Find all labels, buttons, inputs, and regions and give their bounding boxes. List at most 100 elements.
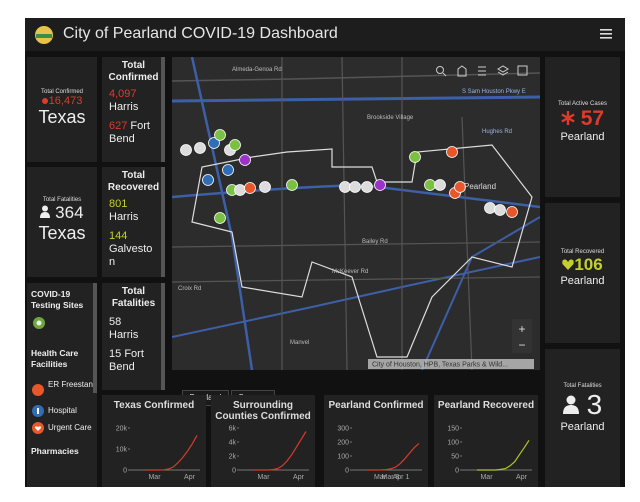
map-marker (506, 206, 518, 218)
scrollbar[interactable] (161, 283, 165, 390)
map-label: Bailey Rd (362, 239, 388, 245)
value: 57 (545, 107, 620, 131)
map-marker (434, 179, 446, 191)
county-fatalities: Total Fatalities 58 Harris 15 Fort Bend (102, 283, 165, 390)
map-marker (494, 204, 506, 216)
map-marker (424, 179, 436, 191)
y-tick-label: 2k (229, 454, 237, 461)
region: Pearland (560, 131, 605, 143)
x-tick-label: Mar (257, 474, 270, 481)
map-marker (234, 184, 246, 196)
map-marker (259, 181, 271, 193)
testing-icon (33, 317, 45, 329)
x-tick-label: Apr (516, 474, 528, 481)
y-tick-label: 0 (455, 468, 459, 475)
zoom-out[interactable]: − (518, 338, 525, 352)
y-tick-label: 150 (447, 426, 459, 433)
chart-line (367, 442, 420, 471)
y-tick-label: 20k (116, 426, 128, 433)
chart-line (254, 431, 307, 471)
attribution-bg (368, 359, 534, 369)
chart-panel: Texas Confirmed 0 10k 20k Mar Apr (102, 395, 206, 487)
map-bg (172, 57, 540, 370)
x-tick-label: Apr (293, 474, 305, 481)
map-marker (244, 182, 256, 194)
y-tick-label: 0 (345, 468, 349, 475)
x-tick-label: Mar (374, 474, 387, 481)
chart-panel: Pearland Confirmed 0 100 200 300 Mar Mar 8 Apr … (324, 395, 428, 487)
header: City of Pearland COVID-19 Dashboard (25, 18, 625, 51)
y-tick-label: 200 (337, 440, 349, 447)
map-marker (361, 181, 373, 193)
label: Total Confirmed (40, 89, 84, 95)
pearland-recovered: Total Recovered 106 Pearland (545, 203, 620, 343)
texas-confirmed: Total Confirmed 16,473 Texas (27, 57, 97, 162)
x-tick-label: Mar (148, 474, 161, 481)
x-tick-label: Apr 1 (393, 474, 410, 481)
person-icon (562, 395, 579, 414)
map-marker (374, 179, 386, 191)
value: 106 (545, 255, 620, 275)
label: Total Recovered (560, 249, 605, 255)
map-marker (202, 174, 214, 186)
value-text: 3 (586, 389, 603, 420)
y-tick-label: 0 (232, 468, 236, 475)
chart-panel: Pearland Recovered 0 50 100 150 Mar Apr (434, 395, 538, 487)
map-marker (239, 154, 251, 166)
asterisk-icon (561, 111, 575, 125)
map-marker (349, 181, 361, 193)
entry-name: Harris (109, 329, 139, 341)
entry-value: 801 (109, 198, 128, 210)
value-text: 364 (55, 203, 84, 222)
region: Texas (38, 223, 86, 243)
map-toolbar[interactable] (436, 65, 528, 77)
value: 3 (545, 389, 620, 421)
zoom-in[interactable]: + (518, 322, 525, 336)
map-marker (484, 202, 496, 214)
zoom-control[interactable] (512, 319, 532, 353)
menu-icon[interactable] (600, 28, 612, 40)
map-label: Hughes Rd (482, 129, 512, 135)
chart: 0 50 100 150 Mar Apr (447, 426, 532, 481)
region: Pearland (560, 275, 605, 287)
map[interactable]: Almeda-Genoa Rd S Sam Houston Pkwy E Bro… (172, 57, 540, 370)
chart-title: Surrounding Counties Confirmed (215, 400, 311, 422)
chart: 0 10k 20k Mar Apr (116, 426, 200, 481)
chart-title: Pearland Confirmed (328, 400, 424, 411)
person-icon (40, 205, 51, 218)
legend-item: ER Freestanding (27, 380, 97, 402)
value-text: 57 (580, 107, 605, 130)
y-tick-label: 4k (229, 440, 237, 447)
chart-line (477, 439, 530, 471)
er-icon (32, 384, 44, 396)
scrollbar[interactable] (161, 167, 165, 277)
label: Total Fatalities (42, 197, 82, 203)
value: 16,473 (27, 95, 97, 107)
label: Total Recovered (107, 170, 160, 193)
scrollbar[interactable] (161, 57, 165, 162)
map-marker (214, 212, 226, 224)
roads (172, 57, 540, 370)
value: 364 (27, 203, 97, 223)
legend-title: COVID-19 Testing Sites (31, 289, 84, 310)
map-marker (214, 129, 226, 141)
entry: 15 Fort Bend (102, 348, 165, 374)
y-tick-label: 100 (337, 454, 349, 461)
scrollbar[interactable] (93, 283, 97, 393)
region: Texas (38, 107, 86, 127)
x-tick-label: Mar (480, 474, 493, 481)
label: Total Fatalities (563, 383, 602, 389)
chart-title: Texas Confirmed (113, 400, 195, 411)
legend-title: Health Care Facilities (31, 348, 79, 369)
entry-name: Harris (109, 101, 139, 113)
value-text: 106 (574, 255, 603, 274)
map-marker (409, 151, 421, 163)
x-tick-label: Apr (184, 474, 196, 481)
map-marker (208, 137, 220, 149)
legend-label: ER Freestanding (48, 380, 97, 389)
texas-fatalities: Total Fatalities 364 Texas (27, 167, 97, 277)
map-label: Almeda-Genoa Rd (232, 67, 282, 73)
map-marker (229, 139, 241, 151)
map-label: McKeever Rd (332, 269, 368, 275)
urgent-care-icon (32, 422, 44, 434)
